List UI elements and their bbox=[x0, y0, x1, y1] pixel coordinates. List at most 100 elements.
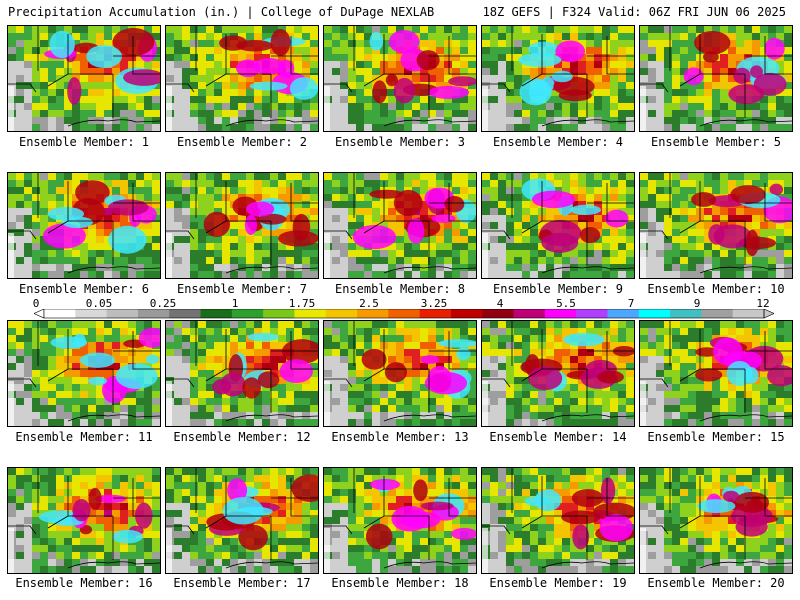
ensemble-map-panel bbox=[481, 320, 635, 427]
ensemble-member-caption: Ensemble Member: 19 bbox=[489, 576, 627, 590]
ensemble-map-panel bbox=[481, 467, 635, 574]
ensemble-member-caption: Ensemble Member: 8 bbox=[334, 282, 466, 296]
ensemble-member-caption: Ensemble Member: 10 bbox=[647, 282, 785, 296]
precip-field bbox=[640, 468, 792, 573]
ensemble-map-panel bbox=[165, 320, 319, 427]
ensemble-map-panel bbox=[165, 172, 319, 279]
precip-field bbox=[8, 26, 160, 131]
ensemble-member-caption: Ensemble Member: 18 bbox=[331, 576, 469, 590]
ensemble-member-caption: Ensemble Member: 9 bbox=[492, 282, 624, 296]
ensemble-map-panel bbox=[323, 172, 477, 279]
precip-field bbox=[482, 468, 634, 573]
colorbar-segment bbox=[325, 309, 358, 318]
ensemble-member-caption: Ensemble Member: 20 bbox=[647, 576, 785, 590]
ensemble-member-caption: Ensemble Member: 12 bbox=[173, 430, 311, 444]
ensemble-member-caption: Ensemble Member: 2 bbox=[176, 135, 308, 149]
colorbar-segment bbox=[169, 309, 201, 318]
colorbar-tick-label: 0.25 bbox=[149, 297, 177, 310]
color-scale-bar bbox=[34, 309, 774, 319]
ensemble-member-caption: Ensemble Member: 15 bbox=[647, 430, 785, 444]
colorbar-segment bbox=[137, 309, 170, 318]
ensemble-member-caption: Ensemble Member: 11 bbox=[15, 430, 153, 444]
colorbar-segment bbox=[450, 309, 483, 318]
precip-field bbox=[8, 321, 160, 426]
precip-field bbox=[324, 26, 476, 131]
precip-field bbox=[166, 26, 318, 131]
precip-field bbox=[8, 468, 160, 573]
colorbar-tick-label: 1 bbox=[231, 297, 239, 310]
ensemble-map-panel bbox=[481, 25, 635, 132]
ensemble-member-caption: Ensemble Member: 14 bbox=[489, 430, 627, 444]
colorbar-segment bbox=[544, 309, 577, 318]
valid-time: 18Z GEFS | F324 Valid: 06Z FRI JUN 06 20… bbox=[482, 5, 786, 19]
precip-field bbox=[166, 321, 318, 426]
colorbar-tick-label: 5.5 bbox=[556, 297, 576, 310]
ensemble-map-panel bbox=[7, 467, 161, 574]
ensemble-map-panel bbox=[323, 320, 477, 427]
colorbar-segment bbox=[482, 309, 514, 318]
colorbar-tick-label: 0 bbox=[32, 297, 40, 310]
colorbar-segment bbox=[607, 309, 640, 318]
ensemble-map-panel bbox=[323, 25, 477, 132]
precip-field bbox=[166, 173, 318, 278]
precip-field bbox=[482, 321, 634, 426]
ensemble-map-panel bbox=[639, 25, 793, 132]
ensemble-map-panel bbox=[639, 467, 793, 574]
ensemble-map-panel bbox=[165, 25, 319, 132]
colorbar-tick-label: 7 bbox=[627, 297, 635, 310]
precip-field bbox=[640, 321, 792, 426]
ensemble-member-caption: Ensemble Member: 5 bbox=[650, 135, 782, 149]
colorbar-segment bbox=[670, 309, 702, 318]
precip-field bbox=[8, 173, 160, 278]
colorbar-tick-label: 2.5 bbox=[359, 297, 379, 310]
ensemble-member-caption: Ensemble Member: 13 bbox=[331, 430, 469, 444]
precip-field bbox=[166, 468, 318, 573]
precip-field bbox=[324, 321, 476, 426]
colorbar-segment bbox=[638, 309, 671, 318]
colorbar-segment bbox=[44, 309, 76, 318]
colorbar-tick-label: 12 bbox=[756, 297, 770, 310]
precip-field bbox=[640, 173, 792, 278]
colorbar-segment bbox=[701, 309, 734, 318]
ensemble-map-panel bbox=[7, 25, 161, 132]
colorbar-tick-label: 0.05 bbox=[85, 297, 113, 310]
ensemble-member-caption: Ensemble Member: 6 bbox=[18, 282, 150, 296]
precip-field bbox=[324, 468, 476, 573]
colorbar-segment bbox=[388, 309, 421, 318]
colorbar-segment bbox=[294, 309, 327, 318]
colorbar-segment bbox=[231, 309, 264, 318]
colorbar-segment bbox=[357, 309, 389, 318]
ensemble-map-panel bbox=[323, 467, 477, 574]
precip-field bbox=[324, 173, 476, 278]
ensemble-member-caption: Ensemble Member: 7 bbox=[176, 282, 308, 296]
map-title: Precipitation Accumulation (in.) | Colle… bbox=[8, 5, 435, 19]
colorbar-segment bbox=[576, 309, 608, 318]
precip-field bbox=[640, 26, 792, 131]
colorbar-tick-label: 4 bbox=[496, 297, 504, 310]
ensemble-member-caption: Ensemble Member: 1 bbox=[18, 135, 150, 149]
ensemble-member-caption: Ensemble Member: 16 bbox=[15, 576, 153, 590]
colorbar-segment bbox=[263, 309, 295, 318]
ensemble-map-panel bbox=[7, 320, 161, 427]
colorbar-segment bbox=[513, 309, 546, 318]
ensemble-member-caption: Ensemble Member: 17 bbox=[173, 576, 311, 590]
colorbar-tick-label: 9 bbox=[693, 297, 701, 310]
colorbar-segment bbox=[419, 309, 452, 318]
colorbar-segment bbox=[75, 309, 108, 318]
colorbar-segment bbox=[732, 309, 765, 318]
precip-field bbox=[482, 173, 634, 278]
colorbar-segment bbox=[106, 309, 139, 318]
colorbar-min-arrow bbox=[34, 309, 45, 319]
ensemble-map-panel bbox=[639, 320, 793, 427]
colorbar-tick-label: 3.25 bbox=[420, 297, 448, 310]
colorbar-max-arrow bbox=[763, 309, 774, 319]
ensemble-map-panel bbox=[481, 172, 635, 279]
colorbar-tick-label: 1.75 bbox=[288, 297, 316, 310]
precip-field bbox=[482, 26, 634, 131]
ensemble-member-caption: Ensemble Member: 4 bbox=[492, 135, 624, 149]
ensemble-member-caption: Ensemble Member: 3 bbox=[334, 135, 466, 149]
ensemble-map-panel bbox=[639, 172, 793, 279]
ensemble-map-panel bbox=[7, 172, 161, 279]
ensemble-map-panel bbox=[165, 467, 319, 574]
colorbar-segment bbox=[200, 309, 233, 318]
